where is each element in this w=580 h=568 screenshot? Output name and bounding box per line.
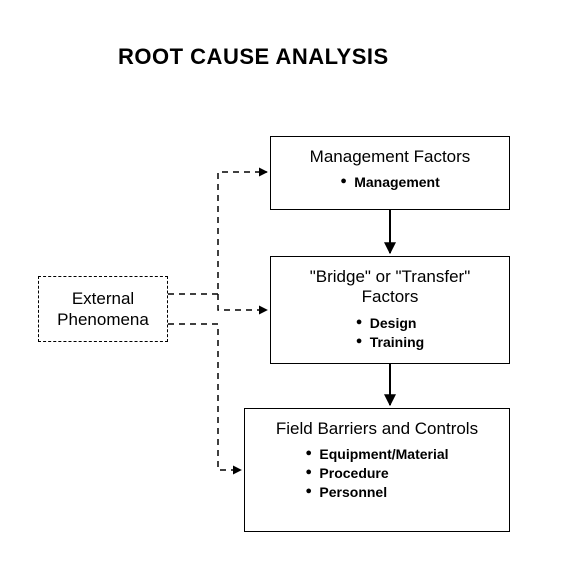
- edge-external-bridge: [218, 294, 267, 310]
- edge-external-management: [168, 172, 267, 294]
- node-field-barriers: Field Barriers and Controls Equipment/Ma…: [244, 408, 510, 532]
- bullet-training: Training: [356, 333, 424, 352]
- bridge-title: "Bridge" or "Transfer" Factors: [271, 267, 509, 308]
- management-bullets: Management: [340, 173, 440, 192]
- node-bridge-factors: "Bridge" or "Transfer" Factors Design Tr…: [270, 256, 510, 364]
- edge-external-field: [168, 324, 241, 470]
- external-line2: Phenomena: [57, 310, 149, 329]
- bullet-procedure: Procedure: [305, 464, 448, 483]
- field-title: Field Barriers and Controls: [246, 419, 508, 439]
- node-management-factors: Management Factors Management: [270, 136, 510, 210]
- bridge-bullets: Design Training: [356, 314, 424, 352]
- diagram-title: ROOT CAUSE ANALYSIS: [118, 44, 389, 70]
- bullet-equipment: Equipment/Material: [305, 445, 448, 464]
- external-line1: External: [72, 289, 134, 308]
- diagram-canvas: ROOT CAUSE ANALYSIS External Phenomena M…: [0, 0, 580, 568]
- management-title: Management Factors: [310, 147, 471, 167]
- bullet-personnel: Personnel: [305, 483, 448, 502]
- node-external-label: External Phenomena: [43, 288, 163, 331]
- bullet-management: Management: [340, 173, 440, 192]
- field-bullets: Equipment/Material Procedure Personnel: [305, 445, 448, 502]
- bullet-design: Design: [356, 314, 424, 333]
